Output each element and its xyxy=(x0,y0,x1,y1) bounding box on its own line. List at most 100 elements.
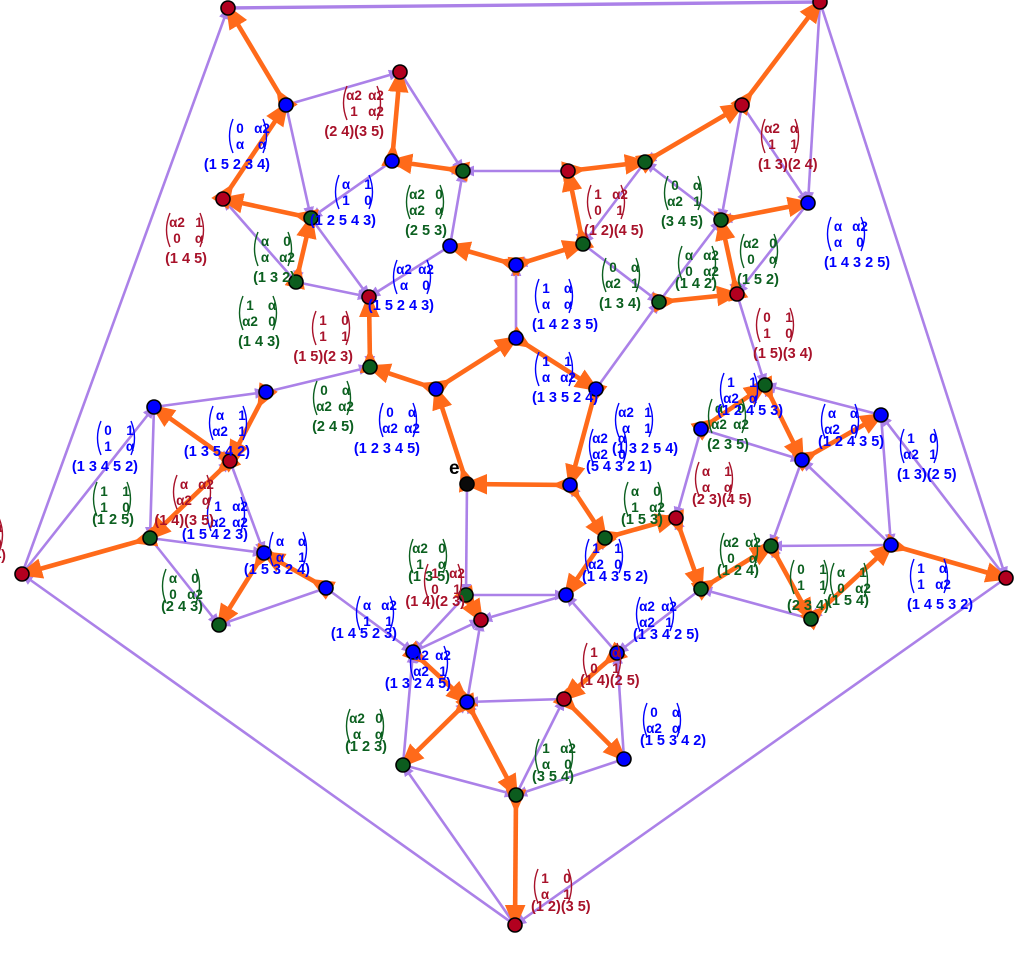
svg-text:α2: α2 xyxy=(404,421,420,436)
svg-text:1: 1 xyxy=(214,499,222,514)
svg-text:0: 0 xyxy=(594,203,602,218)
svg-text:1: 1 xyxy=(542,354,550,369)
svg-text:0: 0 xyxy=(614,557,622,572)
svg-text:α: α xyxy=(353,727,362,742)
svg-text:(1 4)(2 5): (1 4)(2 5) xyxy=(580,673,640,689)
svg-text:α: α xyxy=(408,405,417,420)
svg-text:α: α xyxy=(216,408,225,423)
svg-text:1: 1 xyxy=(797,578,805,593)
svg-text:0: 0 xyxy=(169,587,177,602)
svg-text:1: 1 xyxy=(819,562,827,577)
svg-text:1: 1 xyxy=(542,281,550,296)
svg-text:α2: α2 xyxy=(418,262,434,277)
svg-text:(1 4 3 2 5): (1 4 3 2 5) xyxy=(824,255,890,271)
svg-text:1: 1 xyxy=(590,645,598,660)
svg-text:1: 1 xyxy=(564,354,572,369)
svg-text:α: α xyxy=(702,480,711,495)
svg-text:0: 0 xyxy=(747,252,755,267)
svg-text:α2: α2 xyxy=(588,557,604,572)
svg-text:0: 0 xyxy=(671,178,679,193)
svg-text:1: 1 xyxy=(542,741,550,756)
svg-text:0: 0 xyxy=(685,264,693,279)
svg-text:0: 0 xyxy=(431,582,439,597)
svg-text:α2: α2 xyxy=(903,447,919,462)
svg-text:1: 1 xyxy=(385,614,393,629)
svg-text:0: 0 xyxy=(850,422,858,437)
svg-text:1: 1 xyxy=(453,582,461,597)
svg-text:0: 0 xyxy=(122,500,130,515)
svg-text:α2: α2 xyxy=(413,648,429,663)
svg-text:α: α xyxy=(541,887,550,902)
svg-text:α2: α2 xyxy=(381,598,397,613)
svg-text:(1 5 2 3 4): (1 5 2 3 4) xyxy=(204,157,270,173)
svg-text:α: α xyxy=(400,278,409,293)
svg-text:(3 4 5): (3 4 5) xyxy=(661,214,703,230)
svg-text:1: 1 xyxy=(238,408,246,423)
svg-text:α2: α2 xyxy=(852,219,868,234)
svg-text:α2: α2 xyxy=(413,664,429,679)
svg-text:α2: α2 xyxy=(396,262,412,277)
svg-text:0: 0 xyxy=(797,562,805,577)
svg-text:α2: α2 xyxy=(592,447,608,462)
svg-text:α2: α2 xyxy=(723,535,739,550)
svg-text:0: 0 xyxy=(435,187,443,202)
svg-text:α2: α2 xyxy=(935,577,951,592)
svg-text:α2: α2 xyxy=(279,250,295,265)
svg-text:α: α xyxy=(438,557,447,572)
svg-text:(1 3 4): (1 3 4) xyxy=(599,296,641,312)
svg-text:α: α xyxy=(261,234,270,249)
svg-text:α2: α2 xyxy=(646,721,662,736)
svg-text:1: 1 xyxy=(563,887,571,902)
svg-text:1: 1 xyxy=(246,298,254,313)
svg-text:(1 3 4 5 2): (1 3 4 5 2) xyxy=(72,459,138,475)
svg-text:α2: α2 xyxy=(368,104,384,119)
svg-text:α: α xyxy=(342,383,351,398)
svg-text:0: 0 xyxy=(618,447,626,462)
svg-text:α2: α2 xyxy=(409,203,425,218)
svg-text:α: α xyxy=(435,203,444,218)
svg-text:α2: α2 xyxy=(409,187,425,202)
svg-text:α2: α2 xyxy=(743,236,759,251)
svg-text:α2: α2 xyxy=(338,399,354,414)
svg-text:α2: α2 xyxy=(169,215,185,230)
svg-text:1: 1 xyxy=(364,177,372,192)
svg-text:1: 1 xyxy=(126,423,134,438)
svg-text:α: α xyxy=(693,178,702,193)
svg-text:α2: α2 xyxy=(212,424,228,439)
svg-text:α: α xyxy=(724,480,733,495)
svg-text:1: 1 xyxy=(790,137,798,152)
svg-text:1: 1 xyxy=(616,203,624,218)
svg-text:α: α xyxy=(790,121,799,136)
svg-text:α: α xyxy=(276,550,285,565)
svg-text:(1 3)(2 5): (1 3)(2 5) xyxy=(897,467,957,483)
svg-text:α: α xyxy=(850,406,859,421)
svg-text:(1 4 2 3 5): (1 4 2 3 5) xyxy=(532,317,598,333)
svg-text:1: 1 xyxy=(644,421,652,436)
svg-text:(1 5)(2 3): (1 5)(2 3) xyxy=(293,349,353,365)
svg-text:1: 1 xyxy=(439,664,447,679)
svg-text:1: 1 xyxy=(631,500,639,515)
svg-text:0: 0 xyxy=(320,383,328,398)
svg-text:α: α xyxy=(685,248,694,263)
svg-text:α: α xyxy=(258,137,267,152)
svg-text:α2: α2 xyxy=(560,370,576,385)
svg-text:1: 1 xyxy=(319,313,327,328)
svg-text:α2: α2 xyxy=(346,88,362,103)
svg-text:α2: α2 xyxy=(232,499,248,514)
svg-text:1: 1 xyxy=(350,104,358,119)
svg-text:0: 0 xyxy=(104,423,112,438)
svg-text:0: 0 xyxy=(283,234,291,249)
svg-text:α2: α2 xyxy=(745,535,761,550)
svg-text:1: 1 xyxy=(929,447,937,462)
svg-text:0: 0 xyxy=(0,536,2,551)
svg-text:(1 4 5): (1 4 5) xyxy=(165,251,207,267)
svg-text:0: 0 xyxy=(856,235,864,250)
svg-text:e: e xyxy=(449,458,460,479)
svg-text:α: α xyxy=(268,298,277,313)
svg-text:α2: α2 xyxy=(449,566,465,581)
svg-text:α2: α2 xyxy=(711,417,727,432)
svg-text:α2: α2 xyxy=(592,431,608,446)
svg-text:0: 0 xyxy=(769,236,777,251)
svg-text:0: 0 xyxy=(341,313,349,328)
svg-text:α2: α2 xyxy=(382,421,398,436)
